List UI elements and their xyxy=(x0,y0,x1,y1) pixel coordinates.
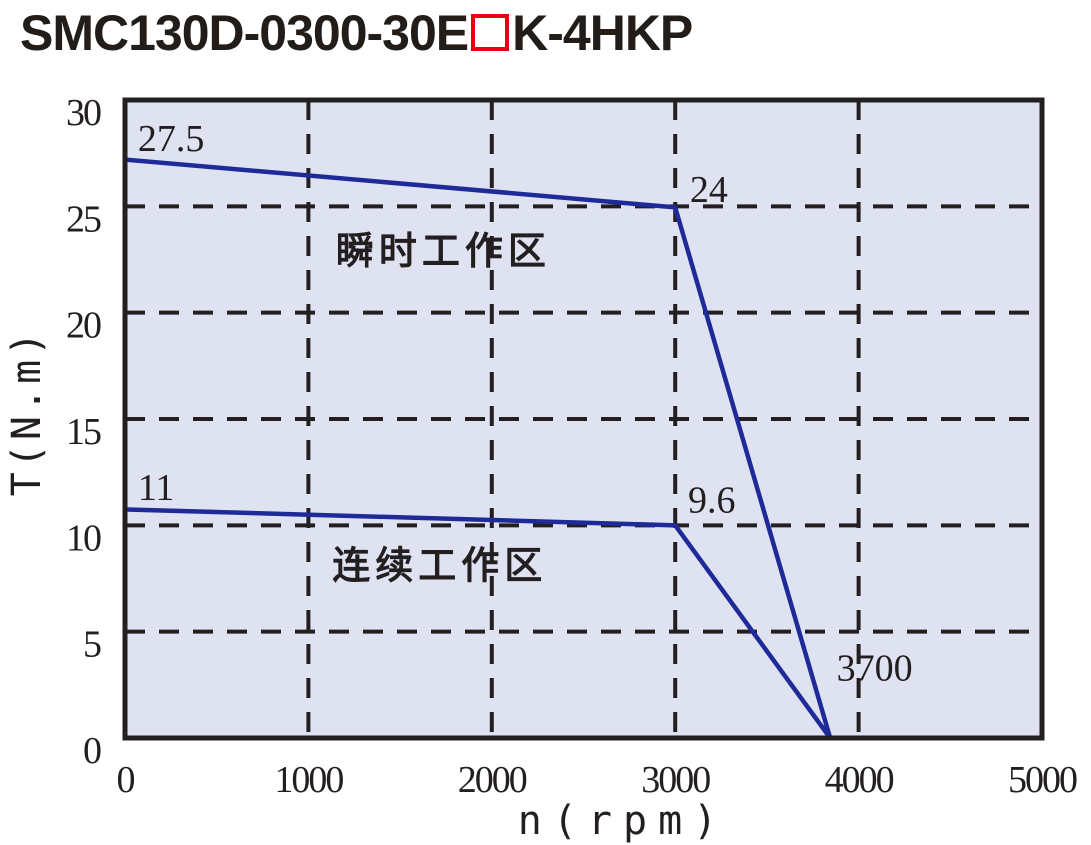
continuous-duty-limit-curve xyxy=(124,507,832,740)
x-tick-label-0: 0 xyxy=(117,759,135,801)
x-tick-label-5000: 5000 xyxy=(1008,759,1077,801)
title-model-suffix: K-4HKP xyxy=(512,5,693,61)
y-tick-label-10: 10 xyxy=(66,517,101,559)
y-tick-label-25: 25 xyxy=(66,198,101,240)
x-tick-label-2000: 2000 xyxy=(458,759,527,801)
x-tick-label-3000: 3000 xyxy=(641,759,710,801)
x-tick-label-4000: 4000 xyxy=(825,759,894,801)
point-value-label-3: 11 xyxy=(138,467,175,509)
title-placeholder-box xyxy=(471,14,510,51)
point-value-label-6: 3700 xyxy=(837,648,913,690)
y-tick-label-30: 30 xyxy=(66,92,101,134)
x-axis-label: n(rpm) xyxy=(518,798,729,844)
page-title: SMC130D-0300-30E K-4HKP xyxy=(20,4,693,62)
title-model-prefix: SMC130D-0300-30E xyxy=(20,5,469,61)
plot-border xyxy=(122,97,1045,741)
instantaneous-duty-limit-curve xyxy=(124,157,833,739)
region-label-2: 瞬时工作区 xyxy=(336,231,551,273)
y-tick-label-15: 15 xyxy=(66,411,101,453)
point-value-label-1: 24 xyxy=(690,169,728,211)
y-tick-label-20: 20 xyxy=(66,305,101,347)
point-value-label-0: 27.5 xyxy=(138,118,205,160)
y-axis-label: T(N.m) xyxy=(4,328,50,497)
y-tick-label-5: 5 xyxy=(83,624,101,666)
region-label-5: 连续工作区 xyxy=(332,546,547,588)
x-tick-label-1000: 1000 xyxy=(274,759,343,801)
point-value-label-4: 9.6 xyxy=(688,480,736,522)
y-tick-label-0: 0 xyxy=(83,730,101,772)
